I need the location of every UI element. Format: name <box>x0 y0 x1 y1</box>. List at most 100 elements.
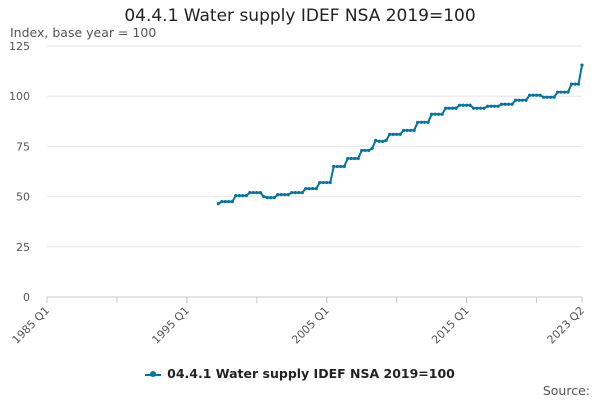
data-point[interactable] <box>321 180 325 185</box>
data-point[interactable] <box>419 120 423 124</box>
data-point[interactable] <box>461 103 465 107</box>
data-point[interactable] <box>451 106 455 110</box>
data-point[interactable] <box>255 190 259 195</box>
data-point[interactable] <box>426 120 430 124</box>
legend[interactable]: 04.4.1 Water supply IDEF NSA 2019=100 <box>0 366 600 381</box>
data-point[interactable] <box>223 200 227 204</box>
data-point[interactable] <box>216 202 220 206</box>
data-point[interactable] <box>307 186 311 191</box>
data-point[interactable] <box>332 164 336 169</box>
data-point[interactable] <box>356 156 360 161</box>
data-point[interactable] <box>576 82 581 86</box>
data-point[interactable] <box>237 194 241 198</box>
data-point[interactable] <box>527 93 532 97</box>
data-point[interactable] <box>482 106 486 110</box>
data-point[interactable] <box>346 156 350 161</box>
data-point[interactable] <box>430 112 434 116</box>
data-point[interactable] <box>318 180 322 185</box>
data-point[interactable] <box>472 106 476 110</box>
data-point[interactable] <box>286 192 290 197</box>
data-point[interactable] <box>412 128 416 132</box>
data-point[interactable] <box>300 190 304 195</box>
data-point[interactable] <box>447 106 451 110</box>
data-point[interactable] <box>363 148 367 153</box>
data-point[interactable] <box>290 190 294 195</box>
data-point[interactable] <box>283 192 287 197</box>
data-point[interactable] <box>311 186 315 191</box>
data-point[interactable] <box>349 156 353 161</box>
data-point[interactable] <box>573 82 577 86</box>
data-point[interactable] <box>517 98 521 102</box>
data-point[interactable] <box>478 106 483 110</box>
data-point[interactable] <box>538 93 542 97</box>
data-point[interactable] <box>503 102 507 106</box>
data-point[interactable] <box>552 95 556 99</box>
data-point[interactable] <box>339 164 343 169</box>
data-point[interactable] <box>548 95 553 99</box>
data-point[interactable] <box>437 112 441 116</box>
data-point[interactable] <box>468 103 472 107</box>
data-point[interactable] <box>454 106 458 110</box>
data-point[interactable] <box>580 63 584 67</box>
data-point[interactable] <box>314 186 318 191</box>
data-point[interactable] <box>555 90 560 94</box>
data-point[interactable] <box>405 128 409 132</box>
data-point[interactable] <box>562 90 567 94</box>
data-point[interactable] <box>248 190 252 195</box>
data-point[interactable] <box>220 200 224 204</box>
data-point[interactable] <box>297 190 301 195</box>
data-point[interactable] <box>293 190 297 195</box>
data-point[interactable] <box>388 132 392 136</box>
data-point[interactable] <box>513 98 518 102</box>
data-point[interactable] <box>559 90 563 94</box>
data-point[interactable] <box>272 196 276 200</box>
data-point[interactable] <box>409 128 413 132</box>
data-point[interactable] <box>531 93 535 97</box>
data-point[interactable] <box>342 164 346 169</box>
data-point[interactable] <box>496 104 500 108</box>
data-point[interactable] <box>499 102 504 106</box>
data-point[interactable] <box>367 148 371 153</box>
data-point[interactable] <box>485 104 490 108</box>
data-point[interactable] <box>384 138 388 142</box>
data-point[interactable] <box>258 190 262 195</box>
data-point[interactable] <box>398 132 402 136</box>
data-point[interactable] <box>241 194 245 198</box>
data-point[interactable] <box>377 139 381 143</box>
data-point[interactable] <box>381 139 385 143</box>
data-point[interactable] <box>360 148 364 153</box>
data-point[interactable] <box>262 195 266 199</box>
data-point[interactable] <box>541 95 546 99</box>
data-point[interactable] <box>265 196 269 200</box>
data-point[interactable] <box>416 120 420 124</box>
data-point[interactable] <box>534 93 539 97</box>
data-point[interactable] <box>251 190 255 195</box>
data-point[interactable] <box>325 180 329 185</box>
data-point[interactable] <box>524 98 528 102</box>
data-point[interactable] <box>328 180 332 185</box>
data-point[interactable] <box>227 200 231 204</box>
data-point[interactable] <box>492 104 497 108</box>
data-point[interactable] <box>402 128 406 132</box>
data-point[interactable] <box>276 192 280 197</box>
data-point[interactable] <box>475 106 479 110</box>
data-point[interactable] <box>545 95 549 99</box>
data-point[interactable] <box>458 103 462 107</box>
data-point[interactable] <box>353 156 357 161</box>
data-point[interactable] <box>566 90 570 94</box>
data-point[interactable] <box>444 106 448 110</box>
data-point[interactable] <box>391 132 395 136</box>
data-point[interactable] <box>269 196 273 200</box>
data-point[interactable] <box>465 103 469 107</box>
data-point[interactable] <box>489 104 493 108</box>
data-point[interactable] <box>520 98 525 102</box>
data-point[interactable] <box>230 200 234 204</box>
data-point[interactable] <box>234 194 238 198</box>
data-point[interactable] <box>423 120 427 124</box>
data-point[interactable] <box>374 138 378 142</box>
data-point[interactable] <box>244 194 248 198</box>
data-point[interactable] <box>506 102 511 106</box>
data-point[interactable] <box>370 146 374 151</box>
data-point[interactable] <box>510 102 514 106</box>
data-point[interactable] <box>433 112 437 116</box>
